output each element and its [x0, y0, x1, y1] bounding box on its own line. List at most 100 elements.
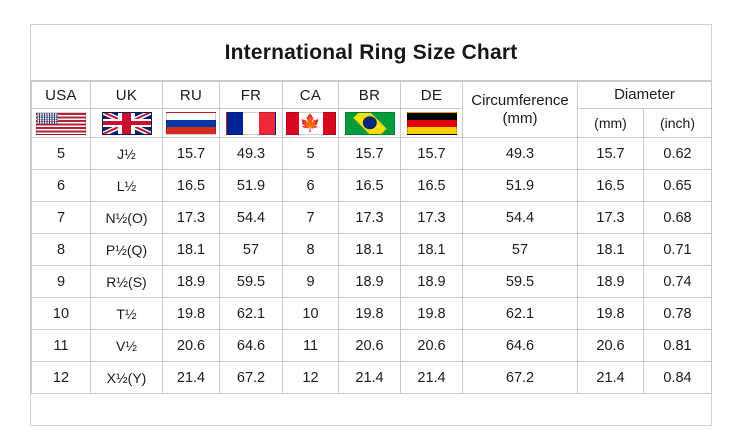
cell-uk: X½(Y)	[90, 361, 163, 394]
cell-usa: 9	[31, 265, 91, 298]
cell-uk: R½(S)	[90, 265, 163, 298]
cell-diameter-inch: 0.68	[642, 201, 713, 234]
table-header: USA UK RU FR CA BR DE Circumference (mm)…	[31, 81, 713, 138]
cell-circumference-mm: 51.9	[462, 169, 578, 202]
column-header-br: BR	[338, 81, 401, 109]
cell-usa: 6	[31, 169, 91, 202]
cell-diameter-mm: 15.7	[577, 137, 644, 170]
header-row-flags: 🍁 (mm) (inch)	[31, 108, 713, 138]
cell-ca: 10	[282, 297, 339, 330]
flag-cell-ru	[162, 108, 220, 138]
cell-fr: 62.1	[219, 297, 283, 330]
cell-diameter-mm: 20.6	[577, 329, 644, 362]
us-flag-stars	[37, 112, 59, 124]
cell-uk: J½	[90, 137, 163, 170]
cell-ca: 6	[282, 169, 339, 202]
br-flag-icon	[344, 111, 395, 135]
chart-title-bar: International Ring Size Chart	[31, 25, 711, 81]
cell-diameter-mm: 18.9	[577, 265, 644, 298]
column-header-ru: RU	[162, 81, 220, 109]
cell-ca: 8	[282, 233, 339, 266]
cell-diameter-inch: 0.78	[642, 297, 713, 330]
cell-uk: T½	[90, 297, 163, 330]
cell-de: 18.1	[400, 233, 463, 266]
cell-br: 20.6	[338, 329, 401, 362]
cell-br: 15.7	[338, 137, 401, 170]
ring-size-chart-frame: International Ring Size Chart USA UK RU …	[30, 24, 713, 426]
cell-usa: 7	[31, 201, 91, 234]
cell-ca: 11	[282, 329, 339, 362]
cell-ru: 20.6	[162, 329, 220, 362]
cell-usa: 12	[31, 361, 91, 394]
cell-br: 16.5	[338, 169, 401, 202]
cell-fr: 67.2	[219, 361, 283, 394]
cell-ca: 12	[282, 361, 339, 394]
cell-diameter-mm: 21.4	[577, 361, 644, 394]
cell-ca: 9	[282, 265, 339, 298]
cell-fr: 49.3	[219, 137, 283, 170]
br-flag-globe	[362, 116, 377, 130]
cell-circumference-mm: 57	[462, 233, 578, 266]
table-row: 7 N½(O) 17.3 54.4 7 17.3 17.3 54.4 17.3 0.68	[31, 201, 713, 234]
cell-uk: N½(O)	[90, 201, 163, 234]
column-header-de: DE	[400, 81, 463, 109]
cell-br: 17.3	[338, 201, 401, 234]
cell-de: 17.3	[400, 201, 463, 234]
table-row: 10 T½ 19.8 62.1 10 19.8 19.8 62.1 19.8 0.78	[31, 297, 713, 330]
column-header-diameter-group: Diameter	[576, 81, 713, 109]
cell-ca: 7	[282, 201, 339, 234]
cell-uk: V½	[90, 329, 163, 362]
cell-fr: 59.5	[219, 265, 283, 298]
cell-de: 15.7	[400, 137, 463, 170]
cell-fr: 64.6	[219, 329, 283, 362]
ca-flag-icon: 🍁	[285, 111, 336, 135]
cell-diameter-mm: 19.8	[577, 297, 644, 330]
cell-ru: 18.1	[162, 233, 220, 266]
cell-diameter-mm: 16.5	[577, 169, 644, 202]
cell-fr: 51.9	[219, 169, 283, 202]
maple-leaf-icon: 🍁	[299, 113, 322, 133]
flag-cell-fr	[219, 108, 283, 138]
cell-ru: 15.7	[162, 137, 220, 170]
flag-cell-usa	[31, 108, 91, 138]
table-row: 11 V½ 20.6 64.6 11 20.6 20.6 64.6 20.6 0.81	[31, 329, 713, 362]
cell-circumference-mm: 59.5	[462, 265, 578, 298]
cell-de: 20.6	[400, 329, 463, 362]
table-row: 5 J½ 15.7 49.3 5 15.7 15.7 49.3 15.7 0.62	[31, 137, 713, 170]
flag-cell-ca: 🍁	[282, 108, 339, 138]
column-header-usa: USA	[31, 81, 91, 109]
cell-circumference-mm: 54.4	[462, 201, 578, 234]
cell-br: 18.9	[338, 265, 401, 298]
cell-br: 19.8	[338, 297, 401, 330]
cell-uk: P½(Q)	[90, 233, 163, 266]
cell-diameter-mm: 17.3	[577, 201, 644, 234]
column-header-diameter-mm: (mm)	[577, 108, 644, 138]
cell-br: 21.4	[338, 361, 401, 394]
circumference-label: Circumference	[471, 91, 569, 109]
cell-circumference-mm: 67.2	[462, 361, 578, 394]
cell-ru: 16.5	[162, 169, 220, 202]
column-header-uk: UK	[90, 81, 163, 109]
flag-cell-uk	[90, 108, 163, 138]
uk-flag-cross-red-v	[121, 112, 132, 134]
cell-diameter-inch: 0.81	[642, 329, 713, 362]
table-row: 9 R½(S) 18.9 59.5 9 18.9 18.9 59.5 18.9 0.74	[31, 265, 713, 298]
cell-diameter-inch: 0.71	[642, 233, 713, 266]
column-header-ca: CA	[282, 81, 339, 109]
page-title: International Ring Size Chart	[224, 40, 518, 64]
flag-cell-de	[400, 108, 463, 138]
table-body: 5 J½ 15.7 49.3 5 15.7 15.7 49.3 15.7 0.62 6 L½ 16.5 5…	[31, 137, 713, 394]
ring-size-table: USA UK RU FR CA BR DE Circumference (mm)…	[31, 81, 713, 394]
uk-flag-icon	[101, 111, 152, 135]
cell-de: 21.4	[400, 361, 463, 394]
cell-fr: 57	[219, 233, 283, 266]
fr-flag-icon	[226, 111, 276, 135]
de-flag-icon	[406, 111, 457, 135]
cell-ru: 18.9	[162, 265, 220, 298]
cell-ru: 19.8	[162, 297, 220, 330]
table-row: 6 L½ 16.5 51.9 6 16.5 16.5 51.9 16.5 0.65	[31, 169, 713, 202]
cell-fr: 54.4	[219, 201, 283, 234]
cell-diameter-mm: 18.1	[577, 233, 644, 266]
circumference-unit: (mm)	[502, 109, 538, 127]
cell-usa: 11	[31, 329, 91, 362]
